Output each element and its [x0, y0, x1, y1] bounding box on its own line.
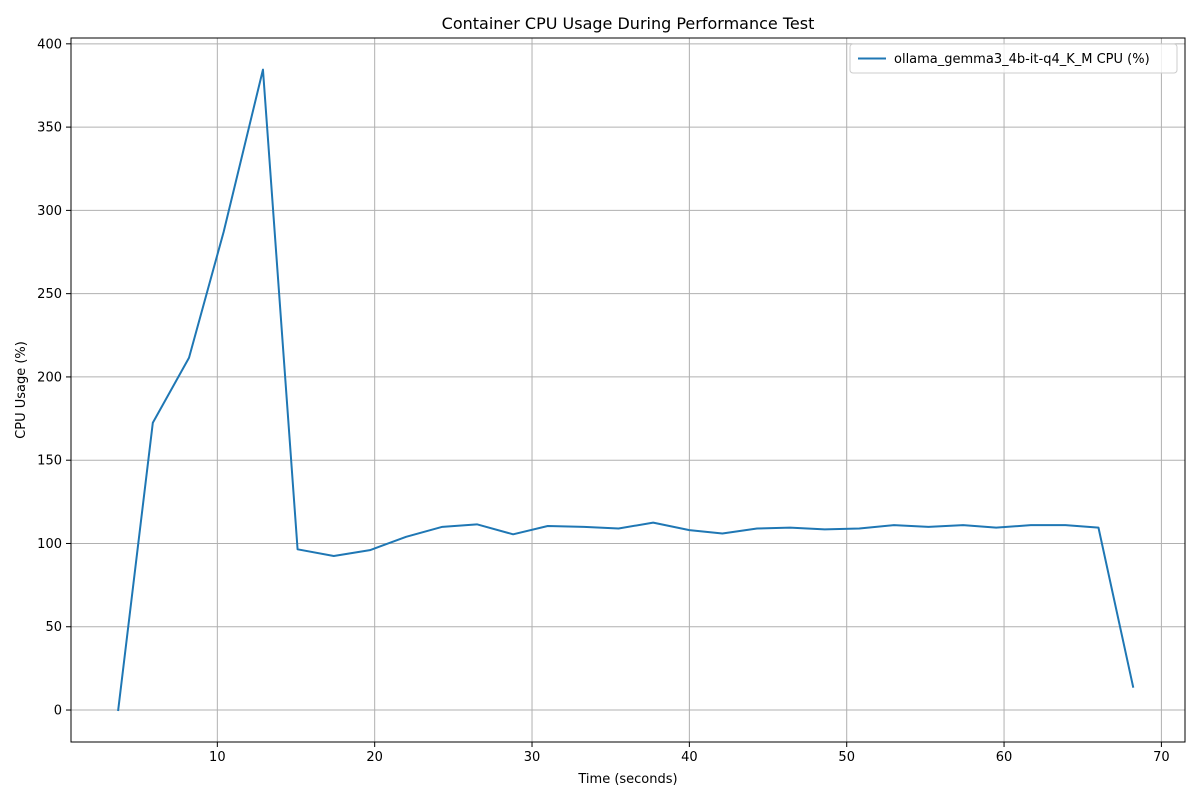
- x-axis-ticks: 10 20 30 40 50 60 70: [209, 742, 1170, 765]
- y-tick-label: 150: [37, 454, 62, 469]
- legend: ollama_gemma3_4b-it-q4_K_M CPU (%): [849, 43, 1178, 74]
- y-tick-label: 50: [45, 620, 62, 635]
- x-tick-label: 20: [366, 750, 383, 765]
- legend-box: [849, 43, 1178, 74]
- series-line: [117, 68, 1135, 712]
- y-tick-label: 100: [37, 537, 62, 552]
- y-tick-label: 200: [37, 370, 62, 385]
- x-tick-label: 40: [681, 750, 698, 765]
- y-tick-label: 0: [54, 704, 62, 719]
- y-axis-ticks: 0 50 100 150 200 250 300 350 400: [37, 37, 71, 719]
- plot-area-frame: [70, 37, 1186, 743]
- y-axis-label: CPU Usage (%): [14, 341, 29, 439]
- x-tick-label: 30: [524, 750, 541, 765]
- x-tick-label: 50: [838, 750, 855, 765]
- x-axis-label: Time (seconds): [577, 772, 677, 787]
- legend-label: ollama_gemma3_4b-it-q4_K_M CPU (%): [894, 52, 1150, 67]
- y-tick-label: 400: [37, 37, 62, 52]
- y-tick-label: 250: [37, 287, 62, 302]
- x-tick-label: 60: [996, 750, 1013, 765]
- series-layer: [117, 68, 1135, 712]
- x-tick-label: 10: [209, 750, 226, 765]
- y-tick-label: 350: [37, 121, 62, 136]
- x-tick-label: 70: [1153, 750, 1170, 765]
- y-tick-label: 300: [37, 204, 62, 219]
- chart-title: Container CPU Usage During Performance T…: [442, 14, 815, 33]
- grid: [71, 38, 1185, 742]
